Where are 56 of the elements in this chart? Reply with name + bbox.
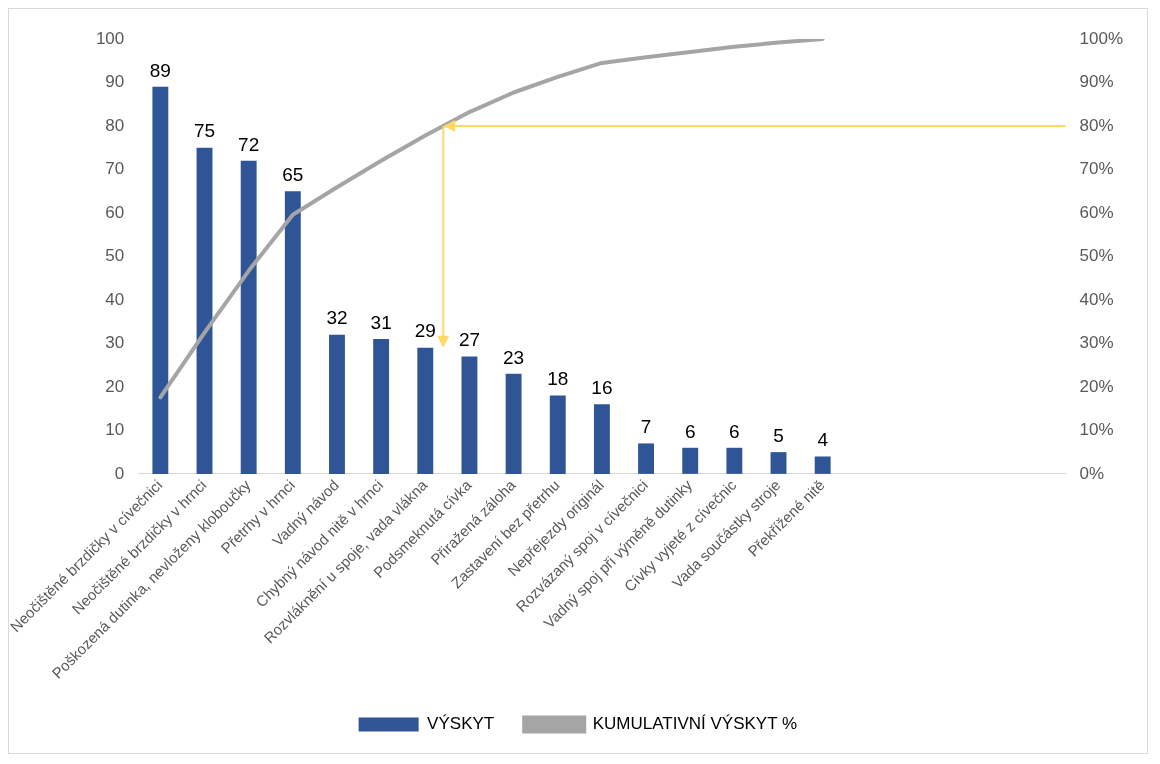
y-tick-label: 80 <box>105 115 125 135</box>
data-label: 23 <box>503 346 525 368</box>
data-label: 18 <box>547 368 569 390</box>
y2-tick-label: 20% <box>1079 376 1114 396</box>
data-label: 27 <box>458 329 481 351</box>
bar <box>505 373 522 474</box>
y2-tick-label: 50% <box>1079 246 1114 266</box>
data-label: 31 <box>370 311 392 333</box>
data-label: 7 <box>640 416 652 438</box>
bar <box>329 334 345 474</box>
bar <box>593 404 610 474</box>
y2-tick-label: 100% <box>1079 28 1123 48</box>
bar <box>638 443 654 474</box>
bar <box>240 160 257 474</box>
y-tick-label: 50 <box>105 246 125 266</box>
y2-tick-label: 10% <box>1079 420 1114 440</box>
legend-label: VÝSKYT <box>427 714 495 734</box>
y-tick-label: 40 <box>105 289 125 309</box>
y2-tick-label: 80% <box>1079 115 1114 135</box>
data-label: 6 <box>729 420 740 442</box>
bar <box>770 452 787 474</box>
bar <box>726 447 743 474</box>
bar <box>284 191 301 474</box>
y-tick-label: 20 <box>105 376 125 396</box>
data-label: 32 <box>326 307 348 329</box>
data-label: 65 <box>282 163 304 185</box>
y-tick-label: 70 <box>105 159 125 179</box>
bar <box>152 86 169 474</box>
data-label: 29 <box>414 320 436 342</box>
y2-tick-label: 30% <box>1079 333 1114 353</box>
bar <box>461 356 478 474</box>
legend-label: KUMULATIVNÍ VÝSKYT % <box>592 714 798 734</box>
y2-tick-label: 70% <box>1079 159 1114 179</box>
data-label: 75 <box>193 120 216 142</box>
bar <box>417 347 434 474</box>
y-tick-label: 0 <box>114 463 125 483</box>
bar <box>682 447 699 474</box>
y2-tick-label: 90% <box>1079 72 1114 92</box>
data-label: 4 <box>817 429 829 451</box>
bar <box>196 147 213 474</box>
y-tick-label: 90 <box>105 72 125 92</box>
bar <box>373 339 390 474</box>
data-label: 6 <box>684 420 696 442</box>
data-label: 72 <box>238 133 260 155</box>
y-tick-label: 10 <box>105 420 125 440</box>
y-tick-label: 60 <box>105 202 125 222</box>
y2-tick-label: 40% <box>1079 289 1114 309</box>
y-tick-label: 100 <box>95 28 125 48</box>
bar <box>549 395 566 474</box>
y2-tick-label: 0% <box>1079 463 1105 483</box>
y2-tick-label: 60% <box>1079 202 1114 222</box>
data-label: 16 <box>591 377 613 399</box>
data-label: 5 <box>773 424 784 446</box>
data-label: 89 <box>149 59 171 81</box>
y-tick-label: 30 <box>105 333 125 353</box>
bar <box>814 456 831 474</box>
